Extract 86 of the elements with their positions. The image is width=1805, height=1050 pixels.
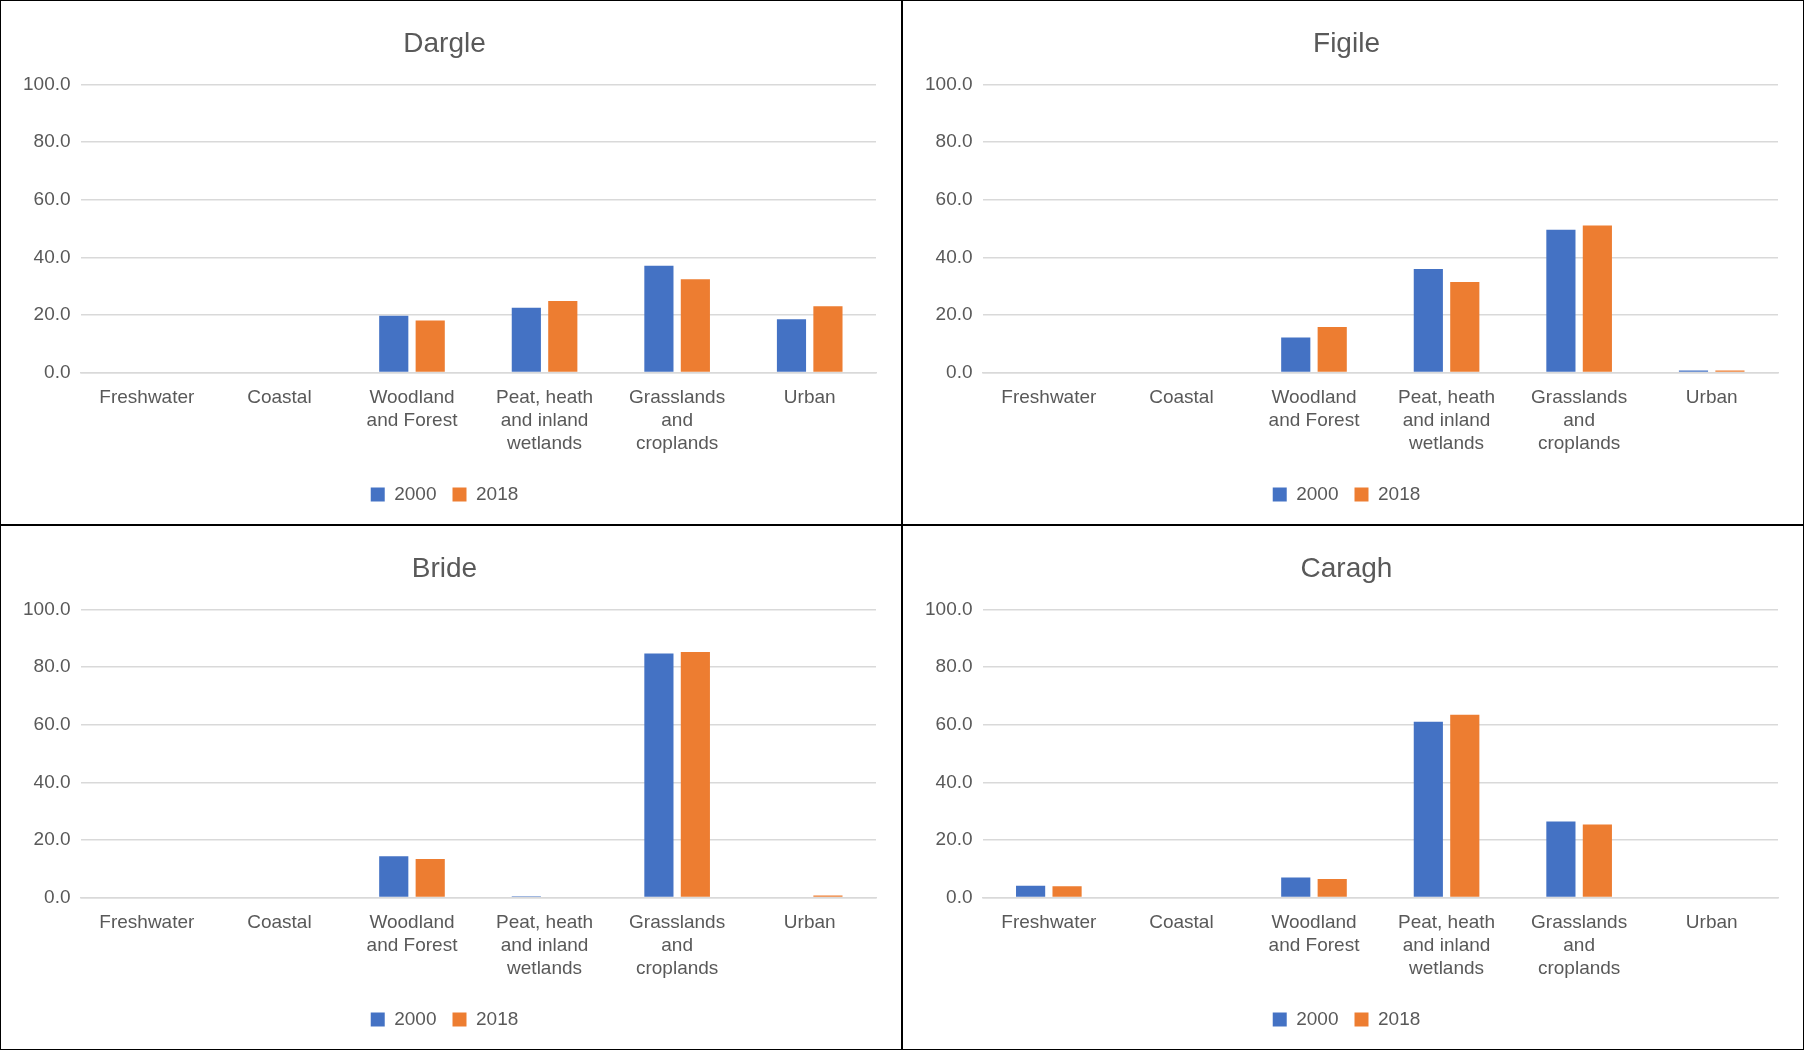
x-tick-label: Coastal <box>1149 386 1214 408</box>
y-tick-label: 0.0 <box>44 360 71 382</box>
legend-label: 2018 <box>476 1007 519 1029</box>
bar <box>644 265 674 372</box>
x-tick-label: Woodland and Forest <box>366 911 459 956</box>
x-tick-label: Freshwater <box>99 911 196 933</box>
x-tick-label: Urban <box>1685 911 1738 933</box>
y-tick-label: 100.0 <box>23 597 71 619</box>
x-tick-label: Freshwater <box>1001 911 1098 933</box>
bar <box>644 653 674 897</box>
chart-title: Bride <box>411 551 478 583</box>
x-tick-label: Coastal <box>1149 911 1214 933</box>
x-tick-label: Urban <box>783 911 836 933</box>
y-tick-label: 0.0 <box>44 885 71 907</box>
bar <box>1413 721 1443 897</box>
bar <box>1052 886 1082 897</box>
bar <box>511 307 541 372</box>
legend-label: 2000 <box>1296 1007 1339 1029</box>
bar <box>548 300 578 372</box>
x-tick-label: Urban <box>1685 386 1738 408</box>
bar <box>1413 268 1443 372</box>
y-tick-label: 20.0 <box>33 828 71 850</box>
y-tick-label: 80.0 <box>935 130 973 152</box>
bar <box>1281 337 1311 372</box>
chart-title: Figile <box>1313 26 1380 58</box>
bar <box>415 859 445 897</box>
chart-title: Caragh <box>1300 551 1393 583</box>
x-tick-label: Peat, heath and inland wetlands <box>1397 911 1496 978</box>
chart-title: Dargle <box>403 26 486 58</box>
y-tick-label: 40.0 <box>935 245 973 267</box>
bar <box>1582 225 1612 372</box>
bar <box>1450 714 1480 897</box>
y-tick-label: 100.0 <box>925 72 973 94</box>
x-tick-label: Grasslands and croplands <box>629 911 726 978</box>
bar <box>1281 877 1311 897</box>
x-tick-label: Woodland and Forest <box>1268 386 1361 431</box>
legend-label: 2000 <box>394 1007 437 1029</box>
x-tick-label: Coastal <box>247 911 312 933</box>
legend-label: 2000 <box>394 482 437 504</box>
bar <box>1546 821 1576 897</box>
bar <box>813 306 843 372</box>
y-tick-label: 60.0 <box>935 188 973 210</box>
x-tick-label: Woodland and Forest <box>1268 911 1361 956</box>
x-tick-label: Peat, heath and inland wetlands <box>1397 386 1496 453</box>
y-tick-label: 20.0 <box>33 303 71 325</box>
bar <box>1450 281 1480 372</box>
y-tick-label: 60.0 <box>33 188 71 210</box>
y-tick-label: 40.0 <box>33 245 71 267</box>
legend-label: 2018 <box>1378 1007 1421 1029</box>
x-tick-label: Woodland and Forest <box>366 386 459 431</box>
x-tick-label: Peat, heath and inland wetlands <box>495 911 594 978</box>
y-tick-label: 80.0 <box>33 130 71 152</box>
bar <box>415 320 445 372</box>
x-tick-label: Freshwater <box>99 386 196 408</box>
legend-label: 2018 <box>476 482 519 504</box>
y-tick-label: 0.0 <box>946 360 973 382</box>
bar <box>1546 229 1576 372</box>
y-tick-label: 80.0 <box>935 655 973 677</box>
x-tick-label: Grasslands and croplands <box>1531 386 1628 453</box>
x-tick-label: Grasslands and croplands <box>1531 911 1628 978</box>
bar <box>1582 824 1612 897</box>
legend-label: 2018 <box>1378 482 1421 504</box>
bar <box>776 319 807 372</box>
bar <box>680 279 710 372</box>
y-tick-label: 20.0 <box>935 303 973 325</box>
bar <box>1317 878 1347 897</box>
y-tick-label: 40.0 <box>33 770 71 792</box>
y-tick-label: 40.0 <box>935 770 973 792</box>
x-tick-label: Peat, heath and inland wetlands <box>495 386 594 453</box>
x-tick-label: Grasslands and croplands <box>629 386 726 453</box>
x-tick-label: Freshwater <box>1001 386 1098 408</box>
x-tick-label: Urban <box>783 386 836 408</box>
y-tick-label: 80.0 <box>33 655 71 677</box>
y-tick-label: 60.0 <box>33 713 71 735</box>
bar <box>680 651 710 897</box>
y-tick-label: 60.0 <box>935 713 973 735</box>
y-tick-label: 100.0 <box>23 72 71 94</box>
bar <box>1016 885 1046 897</box>
x-tick-label: Coastal <box>247 386 312 408</box>
bar <box>1317 327 1347 372</box>
y-tick-label: 0.0 <box>946 885 973 907</box>
bar <box>379 315 409 372</box>
y-tick-label: 100.0 <box>925 597 973 619</box>
legend-label: 2000 <box>1296 482 1339 504</box>
bar <box>379 856 409 897</box>
y-tick-label: 20.0 <box>935 828 973 850</box>
